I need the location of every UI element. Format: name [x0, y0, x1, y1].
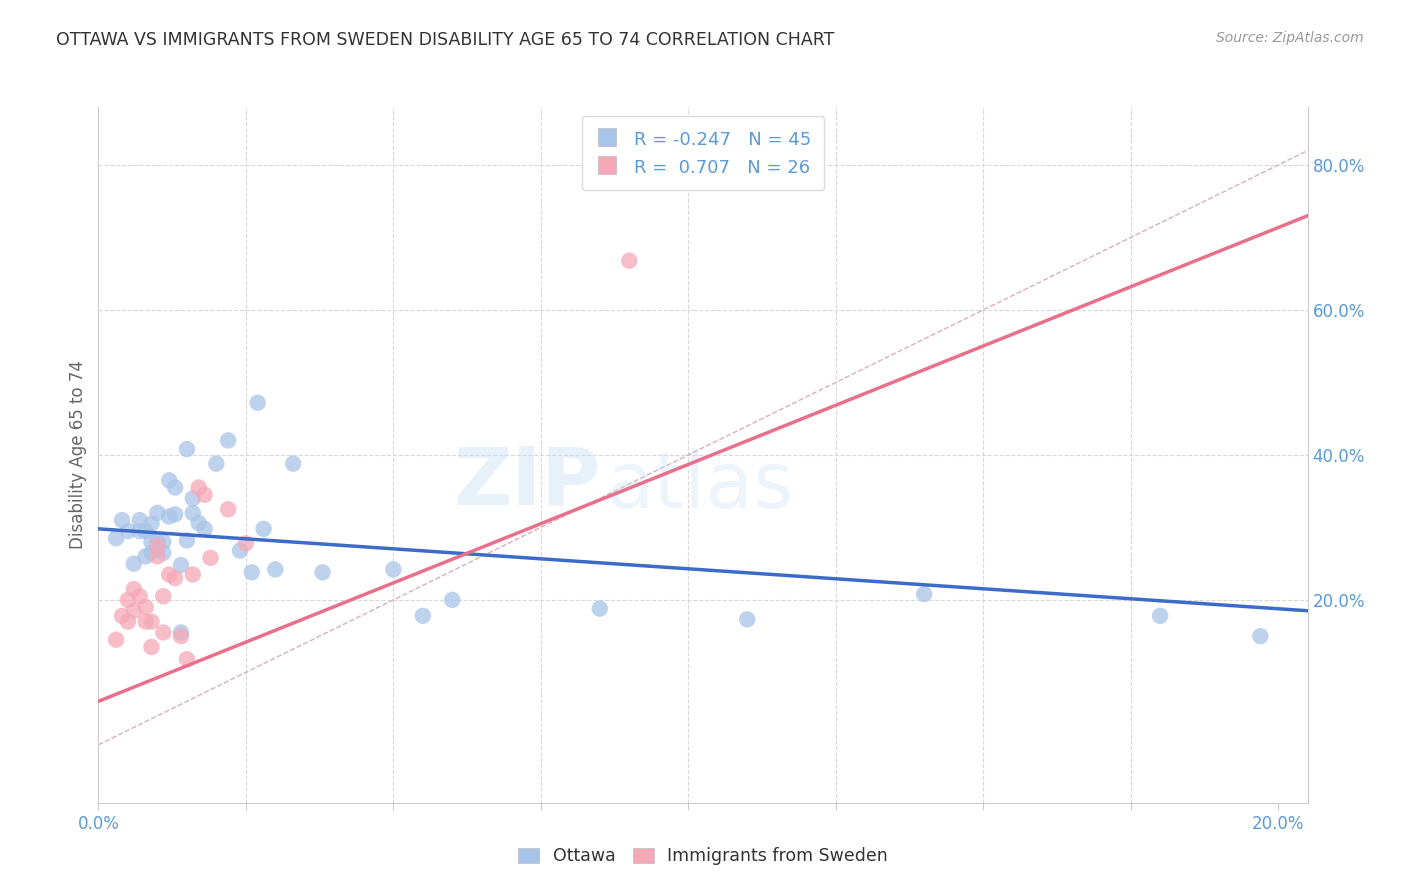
Point [135, 549, 157, 564]
Point [141, 546, 163, 560]
Point [165, 508, 187, 522]
Point [1249, 629, 1271, 643]
Point [235, 536, 257, 550]
Point [128, 589, 150, 603]
Point [441, 592, 464, 607]
Point [589, 601, 612, 615]
Point [141, 534, 163, 549]
Point [146, 506, 169, 520]
Point [176, 442, 198, 457]
Point [165, 481, 187, 495]
Point [157, 567, 180, 582]
Point [229, 543, 252, 558]
Point [264, 562, 287, 576]
Point [205, 457, 228, 471]
Point [122, 557, 145, 571]
Point [735, 612, 758, 626]
Point [152, 534, 174, 549]
Point [170, 629, 193, 643]
Point [152, 625, 174, 640]
Point [122, 604, 145, 618]
Point [187, 516, 209, 530]
Point [117, 524, 139, 538]
Point [152, 546, 174, 560]
Point [194, 488, 217, 502]
Point [176, 533, 198, 548]
Point [181, 567, 204, 582]
Point [200, 550, 222, 565]
Point [111, 513, 134, 527]
Point [157, 473, 180, 487]
Point [117, 615, 139, 629]
Point [217, 502, 239, 516]
Point [128, 513, 150, 527]
Point [146, 539, 169, 553]
Point [912, 587, 935, 601]
Point [128, 524, 150, 538]
Point [146, 534, 169, 549]
Point [141, 640, 163, 654]
Point [152, 589, 174, 603]
Text: atlas: atlas [606, 448, 794, 524]
Point [105, 632, 128, 647]
Point [170, 625, 193, 640]
Point [111, 608, 134, 623]
Point [165, 571, 187, 585]
Point [135, 524, 157, 538]
Y-axis label: Disability Age 65 to 74: Disability Age 65 to 74 [69, 360, 87, 549]
Point [382, 562, 405, 576]
Point [122, 582, 145, 596]
Point [146, 542, 169, 557]
Text: ZIP: ZIP [453, 443, 600, 522]
Point [240, 566, 263, 580]
Point [246, 396, 269, 410]
Point [181, 506, 204, 520]
Point [141, 615, 163, 629]
Point [146, 549, 169, 564]
Point [176, 652, 198, 666]
Point [281, 457, 304, 471]
Point [619, 253, 641, 268]
Point [117, 592, 139, 607]
Point [187, 481, 209, 495]
Text: OTTAWA VS IMMIGRANTS FROM SWEDEN DISABILITY AGE 65 TO 74 CORRELATION CHART: OTTAWA VS IMMIGRANTS FROM SWEDEN DISABIL… [56, 31, 835, 49]
Point [194, 522, 217, 536]
Point [105, 531, 128, 545]
Legend: Ottawa, Immigrants from Sweden: Ottawa, Immigrants from Sweden [509, 838, 897, 874]
Point [311, 566, 333, 580]
Point [135, 615, 157, 629]
Text: Source: ZipAtlas.com: Source: ZipAtlas.com [1216, 31, 1364, 45]
Point [157, 509, 180, 524]
Point [181, 491, 204, 506]
Point [135, 600, 157, 615]
Point [217, 434, 239, 448]
Point [141, 516, 163, 531]
Point [170, 558, 193, 573]
Point [252, 522, 274, 536]
Point [1149, 608, 1171, 623]
Point [412, 608, 434, 623]
